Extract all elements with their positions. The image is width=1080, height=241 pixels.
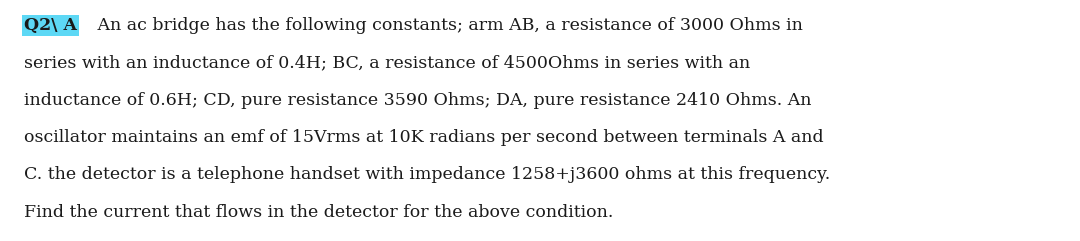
Text: Find the current that flows in the detector for the above condition.: Find the current that flows in the detec… bbox=[24, 204, 613, 221]
Text: series with an inductance of 0.4H; BC, a resistance of 4500Ohms in series with a: series with an inductance of 0.4H; BC, a… bbox=[24, 54, 750, 71]
Text: C. the detector is a telephone handset with impedance 1258+j3600 ohms at this fr: C. the detector is a telephone handset w… bbox=[24, 166, 831, 183]
Text: oscillator maintains an emf of 15Vrms at 10K radians per second between terminal: oscillator maintains an emf of 15Vrms at… bbox=[24, 129, 823, 146]
Text: Q2\ A: Q2\ A bbox=[24, 17, 77, 34]
Text: An ac bridge has the following constants; arm AB, a resistance of 3000 Ohms in: An ac bridge has the following constants… bbox=[92, 17, 802, 34]
Text: inductance of 0.6H; CD, pure resistance 3590 Ohms; DA, pure resistance 2410 Ohms: inductance of 0.6H; CD, pure resistance … bbox=[24, 92, 811, 109]
